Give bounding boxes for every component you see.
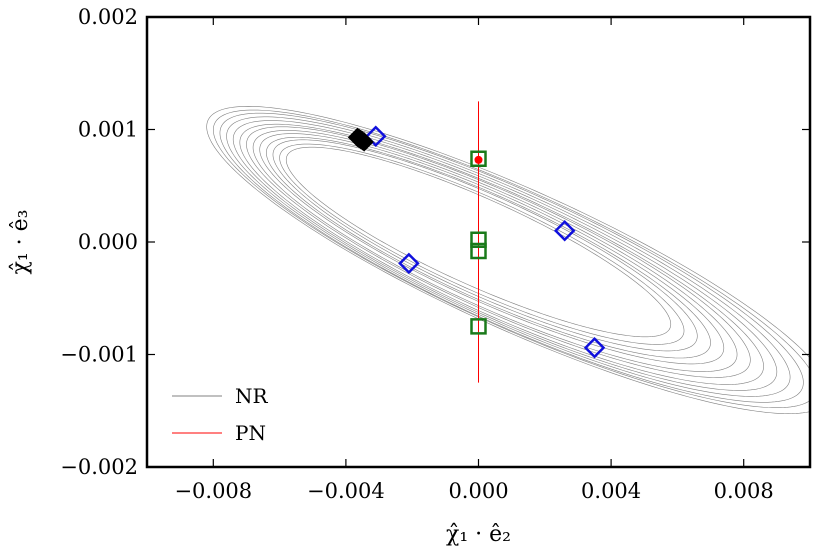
y-tick-label: −0.001: [60, 343, 138, 367]
nr-diamond-marker: [398, 252, 420, 275]
nr-diamond-marker: [364, 125, 387, 148]
nr-orbit-ring-11: [212, 109, 810, 409]
legend: NR PN: [172, 384, 269, 445]
y-axis-label: χ̂₁ · ê₃: [8, 210, 33, 275]
nr-orbit-ring-9: [226, 116, 791, 397]
nr-diamond-marker: [553, 219, 576, 242]
nr-orbit-ring-1: [279, 143, 685, 345]
nr-orbit-ring-3: [266, 136, 711, 359]
nr-orbit-ring-5: [252, 130, 738, 372]
y-tick-label: 0.002: [78, 5, 138, 29]
nr-orbit-ring-12: [206, 106, 810, 414]
plot-area: [206, 101, 810, 414]
nr-orbit-ring-8: [232, 120, 778, 391]
x-tick-label: −0.008: [174, 479, 252, 503]
x-axis-label: χ̂₁ · ê₂: [446, 522, 511, 547]
pn-square-marker: [470, 150, 487, 167]
x-tick-label: 0.004: [581, 479, 641, 503]
legend-label: PN: [235, 421, 266, 445]
y-tick-label: 0.001: [78, 118, 138, 142]
nr-orbit-ring-2: [272, 139, 698, 352]
x-tick-label: 0.000: [448, 479, 508, 503]
pn-square-marker: [470, 318, 487, 335]
nr-orbit-ring-0: [285, 146, 672, 338]
nr-orbit-ring-4: [259, 133, 725, 365]
x-tick-label: 0.008: [714, 479, 774, 503]
nr-start-marker: [354, 132, 374, 152]
nr-orbit-ring-10: [219, 112, 804, 403]
x-tick-label: −0.004: [307, 479, 385, 503]
nr-orbit-ring-7: [239, 123, 764, 385]
y-tick-label: 0.000: [78, 230, 138, 254]
y-tick-label: −0.002: [60, 455, 138, 479]
legend-label: NR: [235, 384, 269, 408]
nr-diamond-marker: [583, 336, 606, 359]
nr-orbit-ring-6: [246, 126, 751, 378]
pn-square-marker: [470, 231, 487, 248]
pn-dot-marker: [474, 155, 483, 164]
pn-square-marker: [470, 242, 487, 260]
axes: −0.008 −0.004 0.000 0.004 0.008 −0.002 −0.001 0…: [8, 5, 812, 547]
